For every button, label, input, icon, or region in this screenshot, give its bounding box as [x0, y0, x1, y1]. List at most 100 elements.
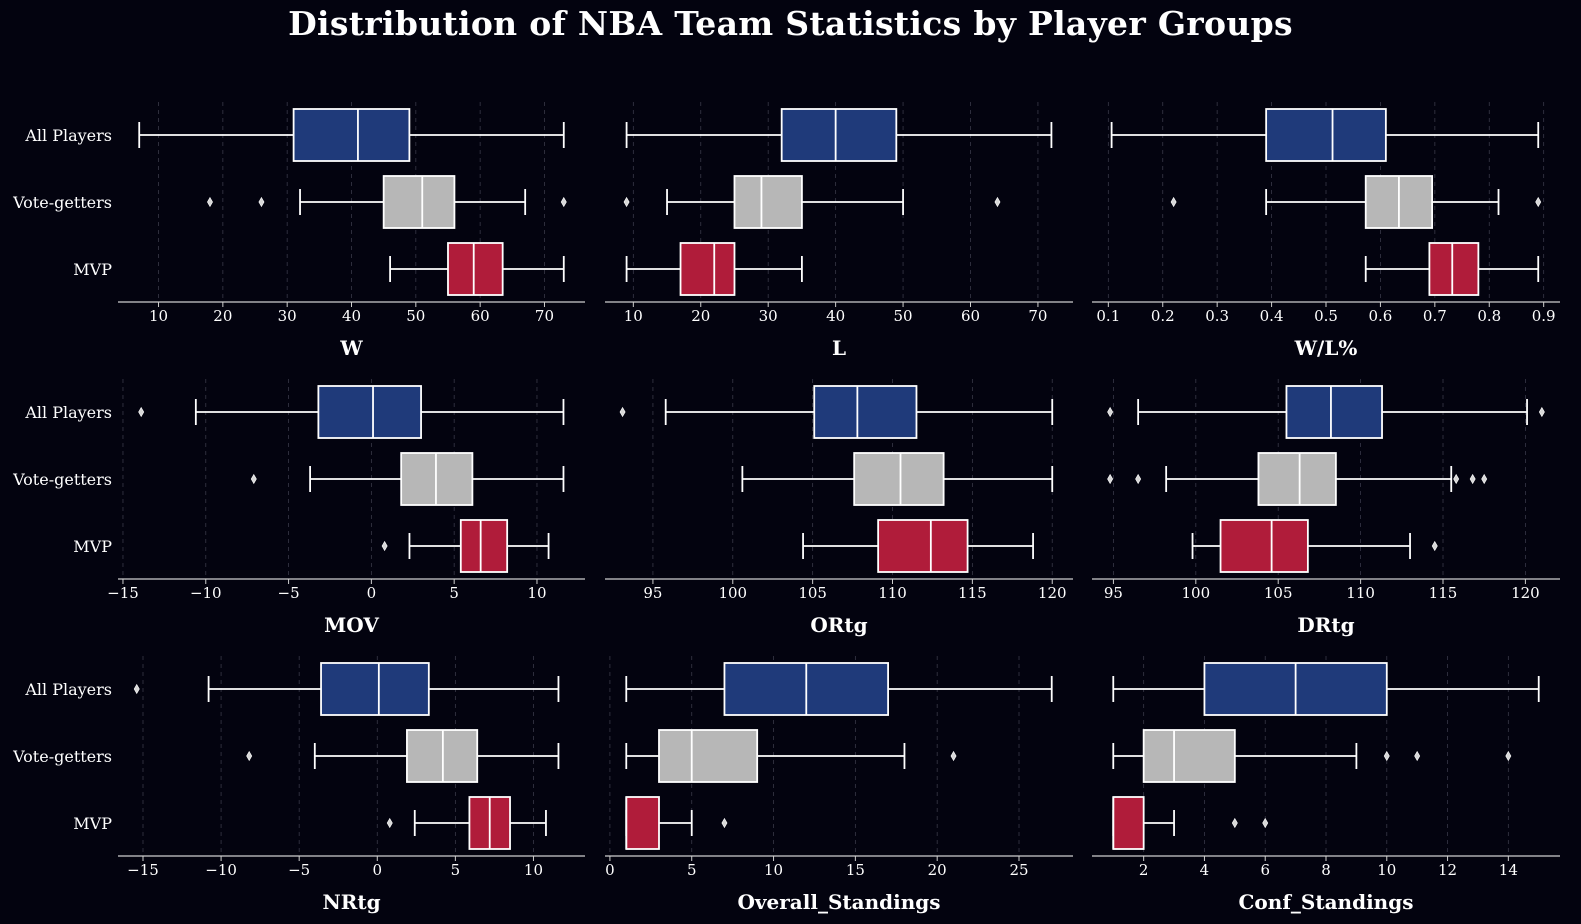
- x-tick-label: 115: [1429, 584, 1458, 602]
- x-tick-label: 10: [764, 861, 783, 879]
- outlier-point: [619, 406, 626, 418]
- outlier-point: [1107, 473, 1114, 485]
- y-category-label: Vote-getters: [12, 470, 112, 489]
- x-tick-label: 0: [367, 584, 377, 602]
- x-tick-label: 0.6: [1368, 307, 1392, 325]
- outlier-point: [133, 683, 140, 695]
- outlier-point: [246, 750, 253, 762]
- subplot-w: 10 20 30 40 50 60 70 W All Players Vote-getters MV…: [12, 102, 585, 360]
- x-tick-label: 100: [1181, 584, 1210, 602]
- x-tick-label: 10: [524, 861, 543, 879]
- x-tick-label: 0.7: [1423, 307, 1447, 325]
- x-tick-label: 60: [471, 307, 490, 325]
- page-title: Distribution of NBA Team Statistics by P…: [288, 4, 1293, 43]
- x-tick-label: 30: [759, 307, 778, 325]
- subplot-nrtg: −15 −10 −5 0 5 10 NRtg All Players Vote-getters M…: [12, 656, 585, 914]
- box-mvp: [1428, 242, 1480, 296]
- x-tick-label: −15: [127, 861, 159, 879]
- outlier-point: [1469, 473, 1476, 485]
- box-all-players: [320, 662, 430, 716]
- x-tick-label: 50: [894, 307, 913, 325]
- x-axis-title: W/L%: [1294, 336, 1358, 360]
- x-tick-label: 0.5: [1314, 307, 1338, 325]
- x-axis-title: ORtg: [810, 613, 867, 637]
- outlier-point: [1383, 750, 1390, 762]
- x-tick-label: 15: [846, 861, 865, 879]
- x-tick-label: 14: [1499, 861, 1518, 879]
- box-mvp: [1219, 519, 1309, 573]
- outlier-point: [250, 473, 257, 485]
- x-tick-label: 20: [213, 307, 232, 325]
- outlier-point: [258, 196, 265, 208]
- x-axis-title: MOV: [324, 613, 379, 637]
- outlier-point: [1481, 473, 1488, 485]
- x-axis-title: Conf_Standings: [1239, 890, 1414, 914]
- outlier-point: [623, 196, 630, 208]
- outlier-point: [1538, 406, 1545, 418]
- outlier-point: [560, 196, 567, 208]
- x-tick-label: 95: [1104, 584, 1123, 602]
- box-vote-getters: [853, 452, 945, 506]
- y-category-label: MVP: [73, 260, 112, 279]
- y-category-label: Vote-getters: [12, 193, 112, 212]
- outlier-point: [386, 817, 393, 829]
- x-tick-label: 10: [527, 584, 546, 602]
- x-tick-label: −10: [205, 861, 237, 879]
- x-tick-label: 6: [1260, 861, 1270, 879]
- subplot-l: 10 20 30 40 50 60 70 L: [605, 102, 1073, 360]
- x-tick-label: 0.3: [1205, 307, 1229, 325]
- x-tick-label: 0: [605, 861, 615, 879]
- box-mvp: [1112, 796, 1145, 850]
- x-tick-label: 120: [1038, 584, 1067, 602]
- outlier-point: [950, 750, 957, 762]
- outlier-point: [1231, 817, 1238, 829]
- box-mvp: [459, 519, 509, 573]
- x-tick-label: 5: [687, 861, 697, 879]
- x-axis-title: W: [339, 336, 363, 360]
- x-axis-title: Overall_Standings: [737, 890, 940, 914]
- subplot-conf-standings: 2 4 6 8 10 12 14 Conf_Standings: [1092, 656, 1560, 914]
- x-tick-label: 70: [1028, 307, 1047, 325]
- x-tick-label: 40: [342, 307, 361, 325]
- outlier-point: [1135, 473, 1142, 485]
- x-tick-label: 40: [826, 307, 845, 325]
- x-tick-label: 20: [691, 307, 710, 325]
- x-tick-label: 105: [1264, 584, 1293, 602]
- subplot-mov: −15 −10 −5 0 5 10 MOV All Players Vote-getters MV…: [12, 379, 585, 637]
- x-tick-label: 70: [535, 307, 554, 325]
- x-tick-label: −5: [278, 584, 300, 602]
- x-tick-label: 12: [1438, 861, 1457, 879]
- outlier-point: [1170, 196, 1177, 208]
- outlier-point: [1453, 473, 1460, 485]
- x-tick-label: −5: [288, 861, 310, 879]
- x-tick-label: 110: [1346, 584, 1375, 602]
- x-tick-label: 60: [961, 307, 980, 325]
- box-all-players: [813, 385, 918, 439]
- subplot-w-l-: 0.1 0.2 0.3 0.4 0.5 0.6 0.7 0.8 0.9 W/L%: [1092, 102, 1560, 360]
- box-all-players: [317, 385, 422, 439]
- x-tick-label: 100: [718, 584, 747, 602]
- x-axis-title: DRtg: [1297, 613, 1354, 637]
- x-tick-label: 10: [624, 307, 643, 325]
- x-tick-label: 0.1: [1096, 307, 1120, 325]
- box-vote-getters: [658, 729, 759, 783]
- box-vote-getters: [1257, 452, 1337, 506]
- x-tick-label: 110: [878, 584, 907, 602]
- x-axis-title: L: [832, 336, 846, 360]
- x-tick-label: 115: [958, 584, 987, 602]
- x-tick-label: 95: [643, 584, 662, 602]
- outlier-point: [1535, 196, 1542, 208]
- outlier-point: [138, 406, 145, 418]
- box-all-players: [780, 108, 898, 162]
- box-mvp: [447, 242, 504, 296]
- x-axis-title: NRtg: [322, 890, 380, 914]
- box-mvp: [877, 519, 969, 573]
- box-all-players: [1285, 385, 1383, 439]
- outlier-point: [381, 540, 388, 552]
- y-category-label: Vote-getters: [12, 747, 112, 766]
- y-category-label: All Players: [24, 126, 112, 145]
- outlier-point: [1431, 540, 1438, 552]
- outlier-point: [994, 196, 1001, 208]
- box-mvp: [625, 796, 660, 850]
